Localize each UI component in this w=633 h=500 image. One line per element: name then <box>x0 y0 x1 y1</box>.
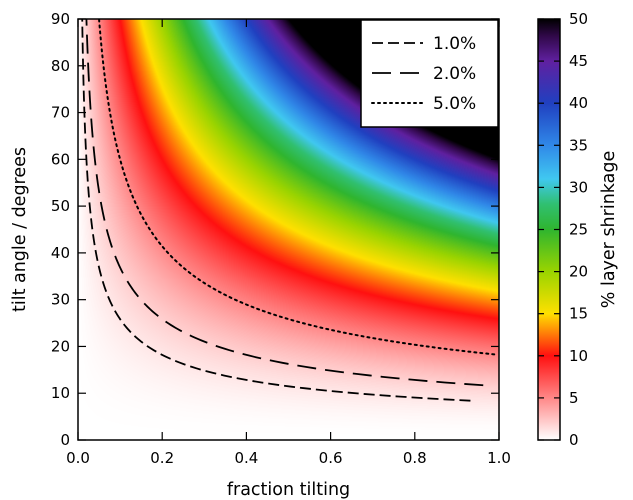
colorbar-tick-label: 20 <box>569 263 588 281</box>
colorbar-tick-label: 25 <box>569 221 588 239</box>
x-tick-label: 1.0 <box>487 449 511 467</box>
colorbar-tick-label: 40 <box>569 94 588 112</box>
legend: 1.0% 2.0% 5.0% <box>360 19 499 128</box>
contour-line-3 <box>98 18 496 356</box>
y-tick-label: 70 <box>51 104 70 122</box>
x-tick-label: 0.4 <box>234 449 258 467</box>
contour-line-2 <box>85 18 484 387</box>
x-tick-label: 0.2 <box>150 449 174 467</box>
legend-label-2: 2.0% <box>433 64 476 84</box>
colorbar-tick-label: 5 <box>569 389 579 407</box>
x-tick-label: 0.0 <box>66 449 90 467</box>
colorbar-title: % layer shrinkage <box>599 151 619 308</box>
x-axis-title: fraction tilting <box>227 480 350 500</box>
y-tick-label: 50 <box>51 197 70 215</box>
y-tick-label: 60 <box>51 150 70 168</box>
colorbar-tick-label: 10 <box>569 347 588 365</box>
y-tick-label: 80 <box>51 57 70 75</box>
colorbar-tick-label: 50 <box>569 10 588 28</box>
plot-frame <box>77 18 500 441</box>
colorbar-tick-label: 0 <box>569 431 579 449</box>
x-tick-label: 0.6 <box>319 449 343 467</box>
x-tick-label: 0.8 <box>403 449 427 467</box>
contour-line-1 <box>81 18 471 402</box>
contour-lines <box>81 18 496 402</box>
colorbar-tick-label: 15 <box>569 305 588 323</box>
colorbar-tick-label: 35 <box>569 136 588 154</box>
colorbar-tick-label: 45 <box>569 52 588 70</box>
colorbar-tick-label: 30 <box>569 178 588 196</box>
y-tick-label: 30 <box>51 291 70 309</box>
y-axis-title: tilt angle / degrees <box>10 147 30 312</box>
legend-label-3: 5.0% <box>433 94 476 114</box>
y-tick-label: 0 <box>60 431 70 449</box>
y-tick-label: 90 <box>51 10 70 28</box>
colorbar: 0 5 10 15 20 25 30 35 40 45 50 <box>537 10 588 449</box>
y-tick-label: 10 <box>51 384 70 402</box>
legend-label-1: 1.0% <box>433 34 476 54</box>
y-tick-label: 20 <box>51 337 70 355</box>
y-tick-label: 40 <box>51 244 70 262</box>
